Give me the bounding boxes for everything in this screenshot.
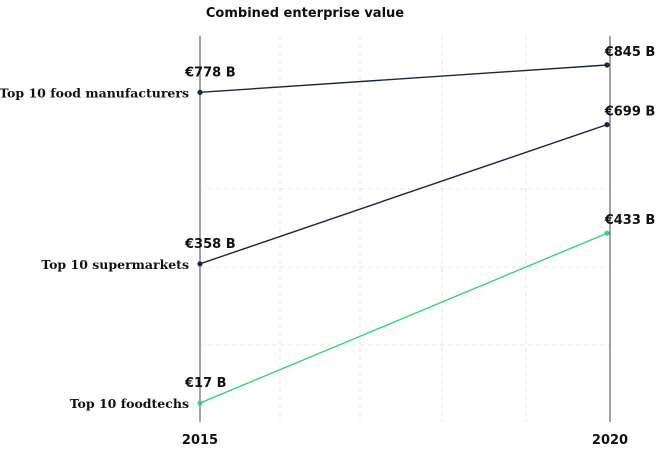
series-name-food-manufacturers: Top 10 food manufacturers <box>0 85 189 100</box>
value-label-food-manufacturers-2015: €778 B <box>184 65 236 80</box>
value-label-food-manufacturers-2020: €845 B <box>604 45 656 60</box>
series-line-foodtechs <box>199 232 608 404</box>
x-tick-2020: 2020 <box>592 433 628 448</box>
point-food-manufacturers-2015 <box>197 89 203 95</box>
value-label-foodtechs-2020: €433 B <box>604 213 656 228</box>
value-label-supermarkets-2015: €358 B <box>184 237 236 252</box>
series-name-foodtechs: Top 10 foodtechs <box>70 396 189 411</box>
series-layer: Top 10 food manufacturers €778 B €845 B Top… <box>0 45 655 411</box>
chart-title: Combined enterprise value <box>206 6 404 21</box>
value-label-supermarkets-2020: €699 B <box>604 105 656 120</box>
series-name-supermarkets: Top 10 supermarkets <box>41 257 189 272</box>
value-label-foodtechs-2015: €17 B <box>184 376 227 391</box>
point-food-manufacturers-2020 <box>604 62 610 68</box>
point-foodtechs-2015 <box>197 400 203 406</box>
point-foodtechs-2020 <box>604 230 610 236</box>
point-supermarkets-2020 <box>604 122 610 128</box>
series-line-supermarkets <box>199 123 608 265</box>
grid <box>200 36 610 422</box>
series-line-food-manufacturers <box>199 64 608 94</box>
point-supermarkets-2015 <box>197 261 203 267</box>
x-tick-2015: 2015 <box>182 433 218 448</box>
